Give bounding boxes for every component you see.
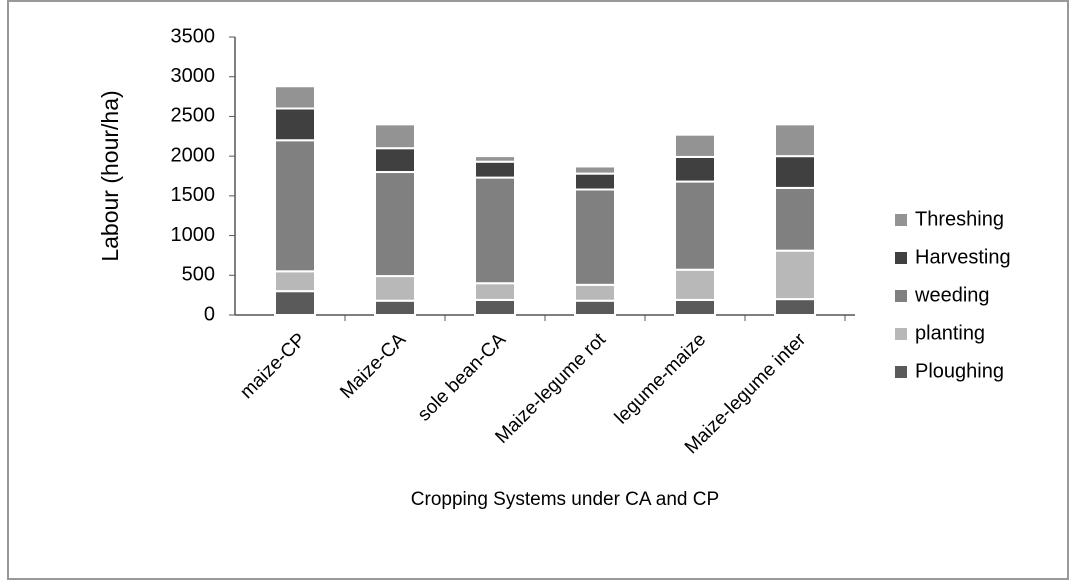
bar-segment [474,160,516,179]
legend-swatch [895,290,907,302]
bar-segment [374,171,416,278]
bar-segment [774,186,816,252]
bar-segment [674,155,716,183]
bar-segment [774,155,816,189]
bar-segment [574,188,616,286]
legend-swatch [895,214,907,226]
bar-segment [674,180,716,271]
bar-segment [374,299,416,316]
y-tick-label: 3500 [171,25,216,47]
y-tick-label: 2500 [171,105,216,127]
legend-label: Threshing [915,208,1004,230]
y-tick-label: 1000 [171,224,216,246]
legend-label: Harvesting [915,246,1011,268]
bar-segment [674,133,716,158]
bar-segment [274,85,316,110]
bar-segment [274,107,316,142]
y-tick-label: 3000 [171,65,216,87]
bar-segment [574,283,616,302]
bar-segment [374,275,416,302]
bar-segment [574,172,616,191]
y-axis-title: Labour (hour/ha) [97,90,123,261]
y-tick-label: 0 [204,303,215,325]
bar-segment [374,147,416,174]
legend-swatch [895,366,907,378]
bar-segment [274,270,316,293]
bar-segment [474,298,516,316]
legend-swatch [895,252,907,264]
legend-swatch [895,328,907,340]
bar-segment [774,298,816,317]
y-tick-label: 1500 [171,184,216,206]
bar-segment [574,165,616,175]
y-tick-label: 2000 [171,144,216,166]
legend-label: weeding [914,284,990,306]
frame [7,0,1069,580]
legend-label: Ploughing [915,360,1004,382]
y-tick-label: 500 [182,264,215,286]
bar-segment [474,176,516,285]
bar-segment [674,298,716,316]
bar-segment [474,282,516,301]
bar-segment [774,123,816,158]
bar-segment [274,139,316,273]
x-axis-title: Cropping Systems under CA and CP [411,489,719,510]
legend-label: planting [915,322,985,344]
bar-segment [674,268,716,301]
bar-segment [774,249,816,301]
bar-segment [474,155,516,163]
bar-segment [374,123,416,150]
bar-segment [274,290,316,316]
bar-segment [574,299,616,316]
